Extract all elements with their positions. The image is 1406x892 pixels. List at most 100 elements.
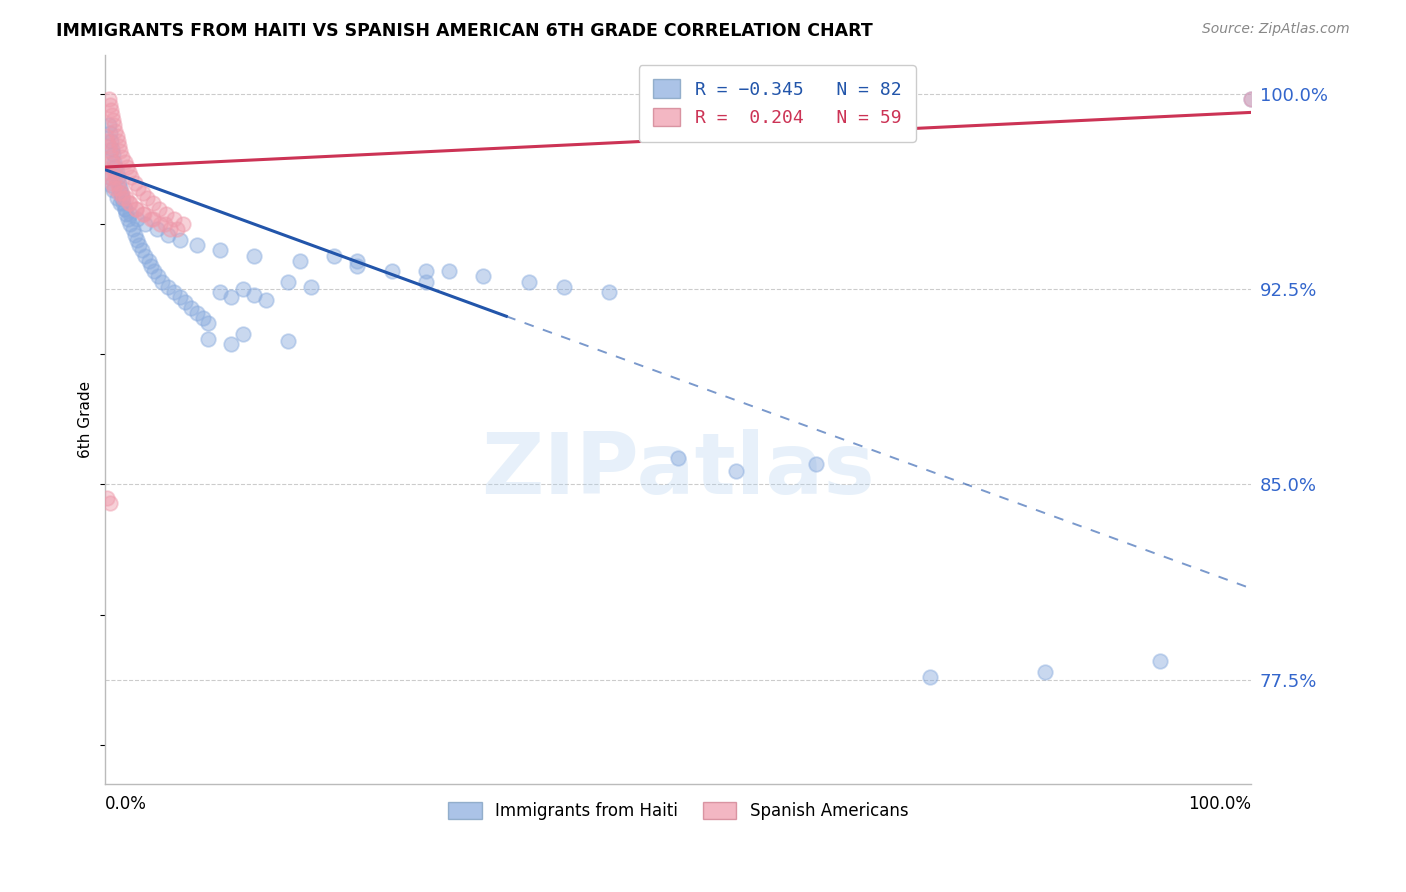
Point bbox=[191, 310, 214, 325]
Point bbox=[172, 217, 194, 231]
Point bbox=[97, 119, 120, 133]
Point bbox=[208, 244, 231, 258]
Point bbox=[186, 306, 208, 320]
Point bbox=[101, 142, 124, 156]
Point bbox=[1033, 665, 1056, 679]
Point bbox=[149, 217, 172, 231]
Point bbox=[104, 170, 127, 185]
Point bbox=[128, 238, 150, 252]
Point bbox=[157, 279, 180, 293]
Point bbox=[142, 212, 165, 227]
Point bbox=[103, 165, 125, 179]
Point bbox=[323, 248, 346, 262]
Point bbox=[96, 491, 118, 505]
Point bbox=[101, 113, 124, 128]
Point bbox=[103, 181, 125, 195]
Point bbox=[108, 145, 131, 159]
Point bbox=[112, 191, 135, 205]
Point bbox=[381, 264, 404, 278]
Point bbox=[131, 244, 153, 258]
Point bbox=[139, 212, 162, 227]
Point bbox=[105, 128, 128, 143]
Point bbox=[163, 285, 186, 299]
Point bbox=[299, 279, 322, 293]
Point bbox=[197, 332, 219, 346]
Point bbox=[110, 186, 132, 200]
Point bbox=[157, 227, 180, 242]
Point bbox=[118, 196, 141, 211]
Point bbox=[96, 134, 118, 148]
Point bbox=[98, 496, 121, 510]
Point bbox=[197, 316, 219, 330]
Point bbox=[114, 202, 136, 216]
Point bbox=[97, 170, 120, 185]
Point bbox=[120, 196, 142, 211]
Point bbox=[114, 191, 136, 205]
Point bbox=[121, 222, 143, 236]
Point bbox=[98, 145, 121, 159]
Point bbox=[134, 248, 156, 262]
Point bbox=[108, 139, 131, 153]
Point bbox=[472, 269, 495, 284]
Point bbox=[118, 165, 141, 179]
Point bbox=[232, 326, 254, 341]
Point bbox=[219, 290, 242, 304]
Point bbox=[254, 293, 277, 307]
Point bbox=[150, 275, 173, 289]
Point bbox=[186, 238, 208, 252]
Point bbox=[114, 202, 136, 216]
Point bbox=[136, 191, 159, 205]
Y-axis label: 6th Grade: 6th Grade bbox=[79, 381, 93, 458]
Point bbox=[155, 207, 177, 221]
Legend: Immigrants from Haiti, Spanish Americans: Immigrants from Haiti, Spanish Americans bbox=[441, 795, 915, 826]
Point bbox=[111, 150, 134, 164]
Point bbox=[124, 227, 146, 242]
Point bbox=[114, 154, 136, 169]
Point bbox=[105, 191, 128, 205]
Point bbox=[163, 212, 186, 227]
Point bbox=[100, 178, 122, 193]
Point bbox=[1149, 655, 1171, 669]
Point bbox=[169, 290, 191, 304]
Point bbox=[1240, 92, 1263, 106]
Point bbox=[108, 181, 131, 195]
Point bbox=[243, 287, 266, 301]
Point bbox=[143, 264, 166, 278]
Point bbox=[101, 160, 124, 174]
Point bbox=[437, 264, 460, 278]
Point bbox=[114, 207, 136, 221]
Point bbox=[148, 202, 170, 216]
Point bbox=[101, 154, 124, 169]
Point bbox=[100, 103, 122, 117]
Point bbox=[108, 196, 131, 211]
Point bbox=[101, 176, 124, 190]
Point bbox=[166, 222, 188, 236]
Text: 0.0%: 0.0% bbox=[105, 795, 148, 813]
Point bbox=[666, 451, 689, 466]
Point bbox=[104, 123, 127, 137]
Point bbox=[277, 334, 299, 349]
Point bbox=[96, 165, 118, 179]
Text: IMMIGRANTS FROM HAITI VS SPANISH AMERICAN 6TH GRADE CORRELATION CHART: IMMIGRANTS FROM HAITI VS SPANISH AMERICA… bbox=[56, 22, 873, 40]
Point bbox=[124, 176, 146, 190]
Point bbox=[105, 165, 128, 179]
Point bbox=[159, 222, 181, 236]
Point bbox=[98, 170, 121, 185]
Point bbox=[169, 233, 191, 247]
Point bbox=[125, 202, 148, 216]
Point bbox=[553, 279, 575, 293]
Point bbox=[101, 108, 124, 122]
Point bbox=[100, 134, 122, 148]
Point bbox=[97, 92, 120, 106]
Point bbox=[208, 285, 231, 299]
Point bbox=[111, 191, 134, 205]
Point bbox=[232, 282, 254, 296]
Point bbox=[108, 176, 131, 190]
Point bbox=[517, 275, 540, 289]
Point bbox=[125, 202, 148, 216]
Point bbox=[174, 295, 197, 310]
Point bbox=[219, 337, 242, 351]
Point bbox=[120, 170, 142, 185]
Point bbox=[153, 217, 176, 231]
Point bbox=[277, 275, 299, 289]
